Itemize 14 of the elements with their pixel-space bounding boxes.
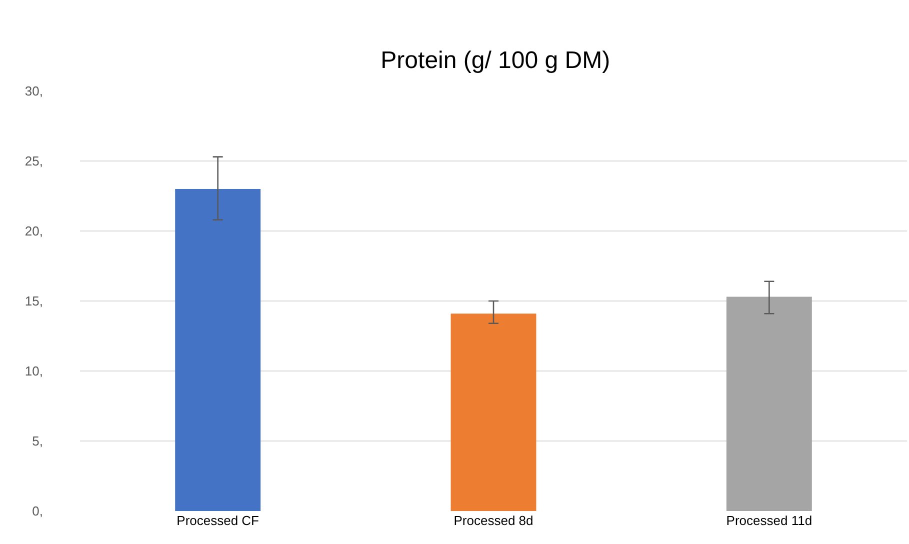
- bar: [726, 296, 812, 511]
- bar: [450, 314, 536, 511]
- bar: [175, 189, 261, 511]
- y-tick-label: 15,: [24, 294, 43, 309]
- x-tick-label: Processed CF: [176, 513, 260, 528]
- x-tick-label: Processed 8d: [454, 513, 534, 528]
- y-tick-label: 25,: [24, 154, 43, 169]
- x-tick-label: Processed 11d: [726, 513, 812, 528]
- chart-title: Protein (g/ 100 g DM): [380, 47, 610, 74]
- y-tick-label: 10,: [24, 364, 43, 379]
- y-tick-label: 5,: [32, 434, 43, 449]
- y-tick-label: 30,: [24, 84, 43, 99]
- y-tick-label: 20,: [24, 224, 43, 239]
- y-tick-label: 0,: [32, 504, 43, 519]
